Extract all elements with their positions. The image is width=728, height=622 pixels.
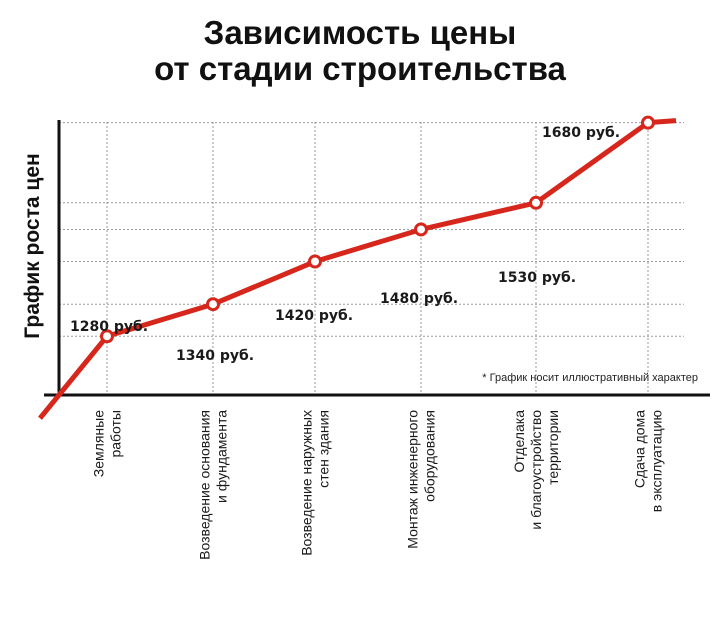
x-tick-label: Отделака и благоустройство территории (511, 410, 561, 530)
data-label: 1280 руб. (70, 319, 148, 335)
x-tick-label: Монтаж инженерного оборудования (405, 410, 438, 549)
chart-title-line-2: от стадии строительства (154, 50, 566, 87)
data-points (100, 115, 655, 344)
x-tick-label-line: оборудования (422, 410, 438, 502)
data-point (100, 329, 114, 344)
x-tick-label-line: территории (545, 410, 561, 485)
data-point (308, 254, 322, 269)
data-label: 1480 руб. (380, 291, 458, 307)
x-tick-label-line: Возведение основания (197, 410, 213, 560)
data-labels: 1280 руб. 1340 руб. 1420 руб. 1480 руб. 1530… (70, 125, 620, 364)
x-tick-label: Сдача дома в эксплуатацию (632, 410, 665, 512)
disclaimer-note: * График носит иллюстративный характер (482, 372, 698, 384)
gridlines (59, 122, 684, 395)
x-tick-label: Возведение основания и фундамента (197, 410, 230, 560)
x-tick-label-line: в эксплуатацию (649, 410, 665, 512)
x-tick-labels: Земляные работы Возведение основания и фунд… (91, 410, 665, 560)
x-tick-label-line: Отделака (511, 410, 527, 473)
x-tick-label-line: Монтаж инженерного (405, 410, 421, 549)
x-tick-label-line: Земляные (91, 410, 107, 477)
chart-title: Зависимость цены от стадии строительства (154, 14, 566, 87)
x-tick-label-line: Сдача дома (632, 410, 648, 488)
series-line-layer (38, 118, 677, 420)
data-point (206, 297, 220, 312)
data-label: 1420 руб. (275, 308, 353, 324)
x-tick-label-line: и благоустройство (528, 410, 544, 530)
data-label: 1680 руб. (542, 125, 620, 141)
series-line (38, 118, 677, 420)
y-axis-label: График роста цен (21, 153, 44, 338)
data-point (641, 115, 655, 130)
data-label: 1530 руб. (498, 270, 576, 286)
chart-title-line-1: Зависимость цены (204, 14, 517, 51)
x-tick-label-line: Возведение наружных (299, 410, 315, 556)
data-point (529, 195, 543, 210)
x-tick-label-line: стен здания (316, 410, 332, 488)
x-tick-label-line: работы (108, 410, 124, 458)
x-tick-label: Земляные работы (91, 410, 124, 477)
x-tick-label: Возведение наружных стен здания (299, 410, 332, 556)
data-point (414, 222, 428, 237)
x-tick-label-line: и фундамента (214, 410, 230, 503)
data-label: 1340 руб. (176, 348, 254, 364)
